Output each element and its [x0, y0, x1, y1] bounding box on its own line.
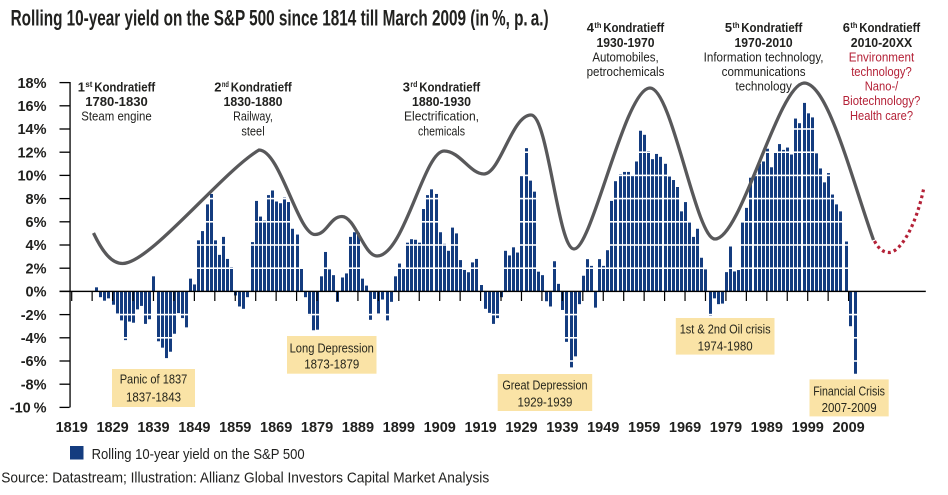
svg-text:Kondratieff: Kondratieff — [859, 20, 921, 35]
svg-text:1: 1 — [78, 80, 85, 95]
svg-text:Health care?: Health care? — [850, 108, 913, 123]
svg-text:3: 3 — [403, 80, 410, 95]
svg-text:0%: 0% — [26, 285, 47, 301]
svg-text:Kondratieff: Kondratieff — [741, 20, 803, 35]
svg-text:th: th — [733, 21, 740, 30]
svg-text:-6%: -6% — [21, 354, 47, 370]
svg-text:1919: 1919 — [464, 420, 496, 436]
svg-text:1st & 2nd Oil crisis: 1st & 2nd Oil crisis — [680, 321, 771, 336]
svg-text:-4%: -4% — [21, 331, 47, 347]
svg-text:Nano-/: Nano-/ — [865, 79, 899, 94]
svg-text:Long Depression: Long Depression — [290, 340, 374, 355]
svg-text:Kondratieff: Kondratieff — [94, 80, 156, 95]
svg-text:technology: technology — [735, 79, 792, 94]
svg-text:Steam engine: Steam engine — [81, 109, 152, 124]
svg-text:th: th — [594, 21, 601, 30]
svg-text:1829: 1829 — [96, 420, 128, 436]
svg-text:1974-1980: 1974-1980 — [698, 339, 753, 354]
svg-text:th: th — [850, 21, 857, 30]
svg-text:1849: 1849 — [178, 420, 210, 436]
svg-text:1979: 1979 — [710, 420, 742, 436]
svg-text:steel: steel — [241, 123, 264, 138]
svg-text:1989: 1989 — [751, 420, 783, 436]
svg-text:petrochemicals: petrochemicals — [587, 64, 665, 79]
svg-text:2010-20XX: 2010-20XX — [851, 35, 913, 50]
svg-text:Electrification,: Electrification, — [404, 109, 479, 124]
svg-text:1889: 1889 — [342, 420, 374, 436]
svg-text:1780-1830: 1780-1830 — [85, 94, 148, 109]
svg-text:2%: 2% — [26, 261, 47, 277]
svg-text:1969: 1969 — [669, 420, 701, 436]
svg-text:14%: 14% — [17, 122, 46, 138]
svg-text:-10 %: -10 % — [10, 401, 47, 417]
svg-text:chemicals: chemicals — [418, 123, 465, 138]
svg-text:1929-1939: 1929-1939 — [517, 395, 572, 410]
svg-text:18%: 18% — [17, 76, 46, 92]
svg-text:6%: 6% — [26, 215, 47, 231]
svg-text:1859: 1859 — [219, 420, 251, 436]
svg-text:1939: 1939 — [546, 420, 578, 436]
svg-text:Kondratieff: Kondratieff — [231, 80, 293, 95]
svg-text:Kondratieff: Kondratieff — [419, 80, 481, 95]
svg-text:1880-1930: 1880-1930 — [412, 94, 471, 109]
svg-text:4%: 4% — [26, 238, 47, 254]
svg-text:Railway,: Railway, — [233, 109, 273, 124]
svg-text:1959: 1959 — [628, 420, 660, 436]
svg-text:technology?: technology? — [851, 64, 912, 79]
svg-text:8%: 8% — [26, 192, 47, 208]
svg-text:5: 5 — [725, 20, 732, 35]
svg-text:10%: 10% — [17, 169, 46, 185]
svg-text:st: st — [85, 80, 92, 89]
svg-text:communications: communications — [722, 64, 806, 79]
svg-text:1899: 1899 — [383, 420, 415, 436]
svg-text:1830-1880: 1830-1880 — [224, 94, 283, 109]
svg-text:Financial Crisis: Financial Crisis — [813, 383, 885, 398]
svg-text:6: 6 — [843, 20, 850, 35]
svg-text:1949: 1949 — [587, 420, 619, 436]
svg-text:2009: 2009 — [832, 420, 864, 436]
svg-text:nd: nd — [222, 80, 229, 89]
svg-text:Automobiles,: Automobiles, — [592, 49, 658, 64]
svg-text:1839: 1839 — [137, 420, 169, 436]
svg-text:1879: 1879 — [301, 420, 333, 436]
svg-text:2007-2009: 2007-2009 — [822, 400, 877, 415]
svg-text:Great Depression: Great Depression — [502, 378, 587, 393]
svg-text:Information technology,: Information technology, — [704, 49, 824, 64]
svg-text:-2%: -2% — [21, 308, 47, 324]
svg-text:rd: rd — [410, 80, 417, 89]
svg-text:-8%: -8% — [21, 377, 47, 393]
svg-text:1819: 1819 — [56, 420, 88, 436]
svg-text:Source: Datastream; Illustrati: Source: Datastream; Illustration: Allian… — [1, 470, 489, 487]
svg-text:1970-2010: 1970-2010 — [735, 35, 793, 50]
svg-text:12%: 12% — [17, 145, 46, 161]
svg-text:1930-1970: 1930-1970 — [596, 35, 654, 50]
svg-text:1873-1879: 1873-1879 — [304, 357, 359, 372]
svg-text:Rolling 10-year yield on the S: Rolling 10-year yield on the S&P 500 sin… — [11, 6, 549, 31]
svg-text:2: 2 — [214, 80, 221, 95]
svg-text:Panic of 1837: Panic of 1837 — [120, 372, 188, 387]
svg-text:16%: 16% — [17, 99, 46, 115]
svg-text:1929: 1929 — [505, 420, 537, 436]
svg-text:4: 4 — [587, 20, 595, 35]
svg-text:1999: 1999 — [792, 420, 824, 436]
svg-text:Biotechnology?: Biotechnology? — [843, 93, 921, 108]
svg-text:Kondratieff: Kondratieff — [603, 20, 665, 35]
svg-text:Environment: Environment — [849, 49, 915, 64]
svg-text:Rolling 10-year yield on the S: Rolling 10-year yield on the S&P 500 — [92, 446, 305, 463]
svg-text:1869: 1869 — [260, 420, 292, 436]
svg-text:1909: 1909 — [424, 420, 456, 436]
svg-text:1837-1843: 1837-1843 — [126, 390, 181, 405]
